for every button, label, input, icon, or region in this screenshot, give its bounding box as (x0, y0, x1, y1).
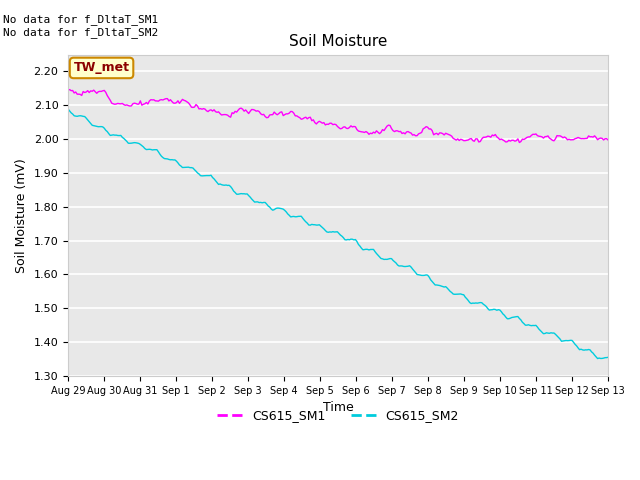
Text: No data for f_DltaT_SM1
No data for f_DltaT_SM2: No data for f_DltaT_SM1 No data for f_Dl… (3, 14, 159, 38)
CS615_SM1 (64, 87, 72, 93)
CS615_SM1 (604, 137, 612, 143)
CS615_SM1 (302, 114, 310, 120)
CS615_SM2 (243, 191, 251, 197)
CS615_SM2 (300, 217, 308, 223)
Title: Soil Moisture: Soil Moisture (289, 34, 387, 49)
Line: CS615_SM2: CS615_SM2 (68, 109, 608, 359)
Line: CS615_SM1: CS615_SM1 (68, 90, 608, 143)
Text: TW_met: TW_met (74, 61, 129, 74)
CS615_SM2 (131, 140, 138, 145)
CS615_SM1 (516, 140, 524, 145)
CS615_SM1 (254, 108, 262, 114)
X-axis label: Time: Time (323, 401, 353, 414)
CS615_SM1 (245, 110, 253, 116)
CS615_SM1 (132, 101, 140, 107)
CS615_SM2 (252, 199, 260, 205)
CS615_SM2 (604, 354, 612, 360)
CS615_SM1 (66, 87, 74, 93)
CS615_SM1 (227, 114, 234, 120)
CS615_SM2 (225, 182, 233, 188)
CS615_SM1 (577, 136, 585, 142)
CS615_SM2 (594, 356, 602, 361)
CS615_SM2 (574, 345, 582, 351)
Y-axis label: Soil Moisture (mV): Soil Moisture (mV) (15, 158, 28, 273)
CS615_SM2 (64, 106, 72, 112)
Legend: CS615_SM1, CS615_SM2: CS615_SM1, CS615_SM2 (212, 405, 464, 428)
